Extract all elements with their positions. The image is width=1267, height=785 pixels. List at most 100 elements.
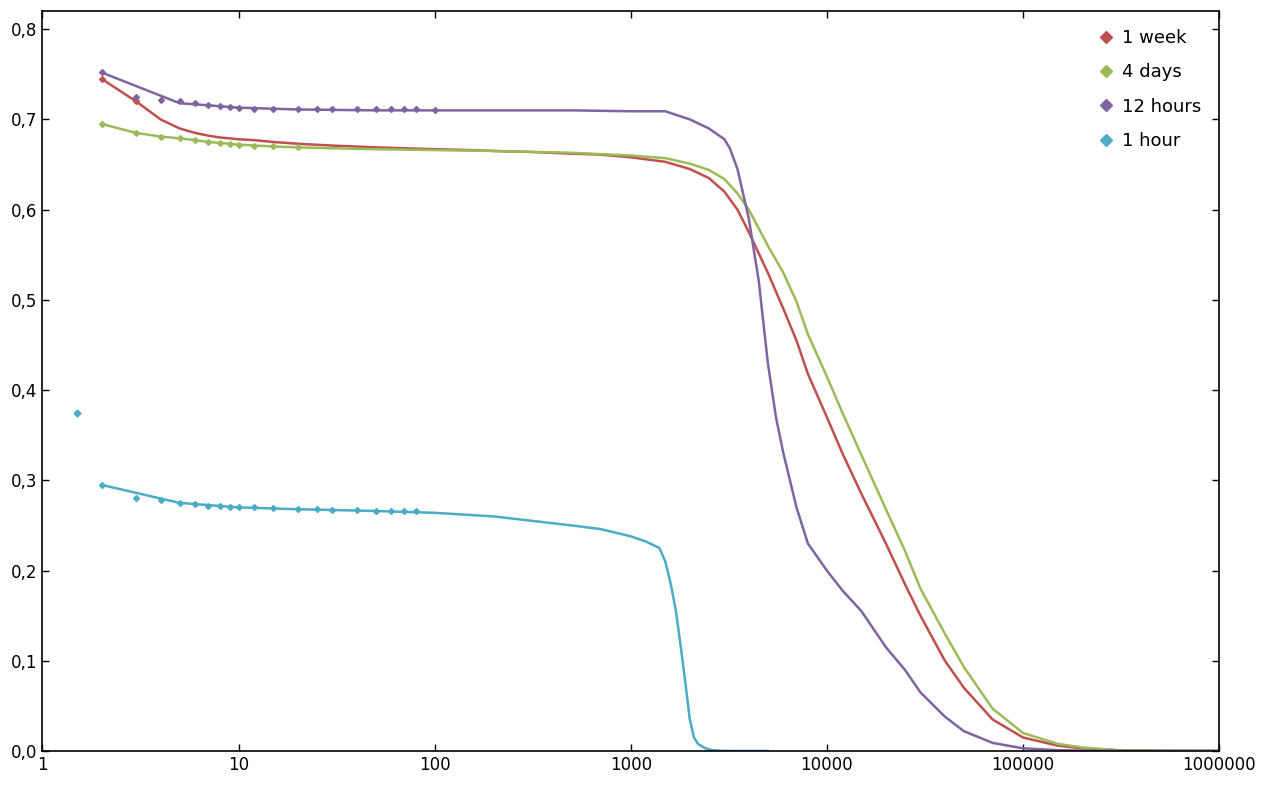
1 week <box>801 369 816 378</box>
12 hours <box>701 124 716 133</box>
4 days <box>290 143 305 152</box>
4 days <box>94 119 109 129</box>
4 days <box>912 584 927 593</box>
1 week <box>593 150 608 159</box>
1 week <box>760 268 775 278</box>
12 hours <box>427 106 442 115</box>
4 days <box>835 408 850 418</box>
1 week <box>212 133 227 142</box>
12 hours <box>984 738 1000 747</box>
4 days <box>730 188 745 198</box>
1 hour <box>687 732 702 742</box>
4 days <box>1015 728 1030 738</box>
1 hour <box>639 537 654 546</box>
1 hour <box>730 747 745 756</box>
4 days <box>717 174 732 184</box>
12 hours <box>730 164 745 173</box>
1 hour <box>691 739 706 749</box>
12 hours <box>172 98 188 108</box>
1 week <box>658 157 673 166</box>
1 hour <box>682 714 697 724</box>
1 hour <box>367 506 383 516</box>
4 days <box>188 136 203 145</box>
Line: 4 days: 4 days <box>101 124 1219 751</box>
12 hours <box>854 607 869 616</box>
1 week <box>1181 747 1196 756</box>
4 days <box>1074 743 1090 752</box>
4 days <box>682 159 697 168</box>
12 hours <box>760 358 775 367</box>
12 hours <box>775 448 791 458</box>
12 hours <box>820 566 835 575</box>
1 week <box>153 115 169 124</box>
4 days <box>231 140 246 149</box>
1 week <box>564 149 579 159</box>
4 days <box>658 154 673 163</box>
1 hour <box>760 747 775 756</box>
1 week <box>835 448 850 458</box>
1 hour <box>172 498 188 508</box>
1 week <box>789 336 805 345</box>
4 days <box>564 148 579 158</box>
4 days <box>741 205 756 214</box>
1 week <box>623 152 639 162</box>
1 hour <box>623 531 639 541</box>
1 week <box>897 579 912 589</box>
4 days <box>878 505 893 514</box>
1 week <box>938 656 953 666</box>
12 hours <box>768 412 783 422</box>
12 hours <box>789 502 805 512</box>
1 week <box>172 124 188 133</box>
4 days <box>789 297 805 306</box>
Legend: 1 week, 4 days, 12 hours, 1 hour: 1 week, 4 days, 12 hours, 1 hour <box>1093 20 1210 159</box>
1 week <box>701 173 716 183</box>
12 hours <box>658 107 673 116</box>
12 hours <box>835 586 850 595</box>
4 days <box>1109 746 1124 755</box>
12 hours <box>1153 747 1168 756</box>
4 days <box>324 144 340 153</box>
1 week <box>188 128 203 137</box>
12 hours <box>1211 747 1226 756</box>
1 week <box>1153 746 1168 755</box>
1 week <box>1211 747 1226 756</box>
1 week <box>324 141 340 150</box>
4 days <box>701 165 716 174</box>
1 week <box>717 187 732 196</box>
12 hours <box>912 688 927 697</box>
4 days <box>984 704 1000 714</box>
4 days <box>1181 747 1196 756</box>
1 week <box>487 146 502 155</box>
4 days <box>854 451 869 460</box>
1 week <box>94 74 109 83</box>
4 days <box>1153 746 1168 755</box>
12 hours <box>231 103 246 112</box>
1 week <box>820 412 835 422</box>
1 week <box>222 133 237 143</box>
1 week <box>397 144 412 153</box>
1 week <box>730 205 745 214</box>
1 hour <box>741 747 756 756</box>
12 hours <box>564 106 579 115</box>
12 hours <box>94 68 109 77</box>
1 hour <box>663 579 678 589</box>
12 hours <box>367 106 383 115</box>
1 week <box>741 228 756 237</box>
1 week <box>1015 732 1030 742</box>
1 week <box>1109 746 1124 755</box>
4 days <box>897 546 912 556</box>
12 hours <box>487 106 502 115</box>
1 week <box>521 147 536 156</box>
1 week <box>367 143 383 152</box>
4 days <box>128 128 143 137</box>
1 week <box>912 611 927 620</box>
4 days <box>938 629 953 638</box>
4 days <box>801 330 816 339</box>
1 week <box>682 164 697 173</box>
1 hour <box>651 543 666 553</box>
Line: 12 hours: 12 hours <box>101 72 1219 751</box>
1 week <box>854 489 869 498</box>
1 week <box>266 137 281 147</box>
4 days <box>367 144 383 154</box>
12 hours <box>957 726 972 736</box>
